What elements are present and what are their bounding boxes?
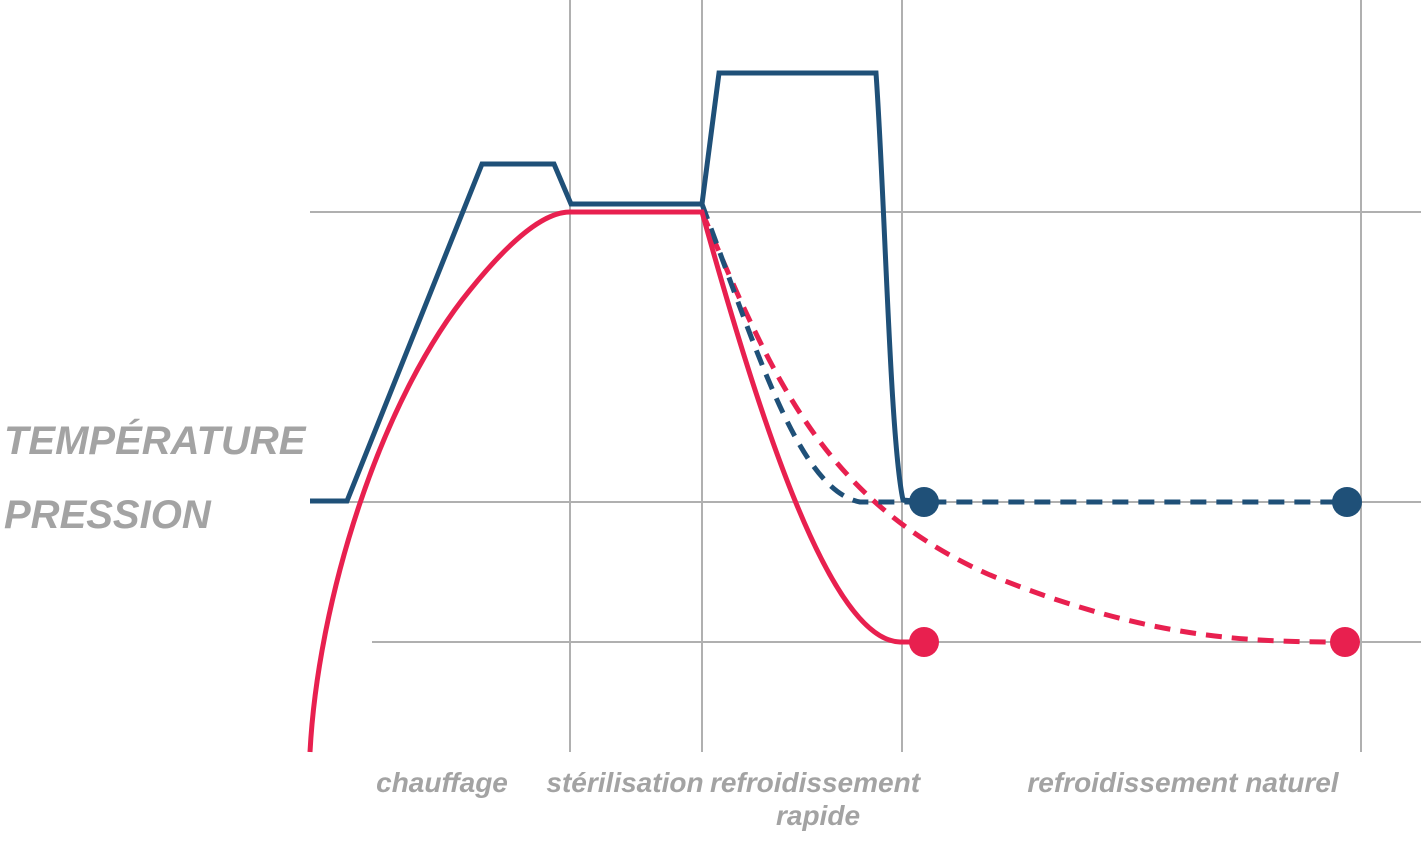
end-point: [909, 487, 939, 517]
grid: [310, 0, 1421, 752]
phase-label: rapide: [776, 800, 860, 831]
phase-label: refroidissement naturel: [1027, 767, 1339, 798]
pressure-natural-curve: [699, 211, 1346, 645]
temperature-natural-curve: [699, 203, 1347, 505]
end-point: [1330, 627, 1360, 657]
temperature-rapid-curve: [310, 70, 925, 505]
phase-label: chauffage: [376, 767, 508, 798]
end-point: [909, 627, 939, 657]
phase-label: stérilisation: [546, 767, 703, 798]
pressure-rapid-curve: [307, 209, 924, 753]
axis-label: PRESSION: [4, 493, 212, 537]
phase-label: refroidissement: [710, 767, 922, 798]
end-point: [1332, 487, 1362, 517]
axis-label: TEMPÉRATURE: [4, 418, 307, 463]
